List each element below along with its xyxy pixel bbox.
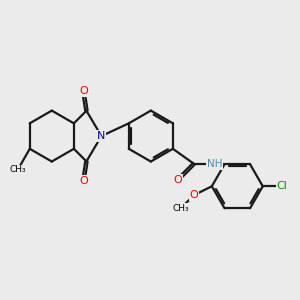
Text: O: O xyxy=(79,86,88,96)
Text: Cl: Cl xyxy=(277,181,288,191)
Text: NH: NH xyxy=(207,159,223,169)
Text: N: N xyxy=(97,131,106,141)
Text: O: O xyxy=(173,175,182,185)
Text: CH₃: CH₃ xyxy=(172,204,189,213)
Text: CH₃: CH₃ xyxy=(9,165,26,174)
Text: O: O xyxy=(79,176,88,186)
Text: O: O xyxy=(190,190,198,200)
